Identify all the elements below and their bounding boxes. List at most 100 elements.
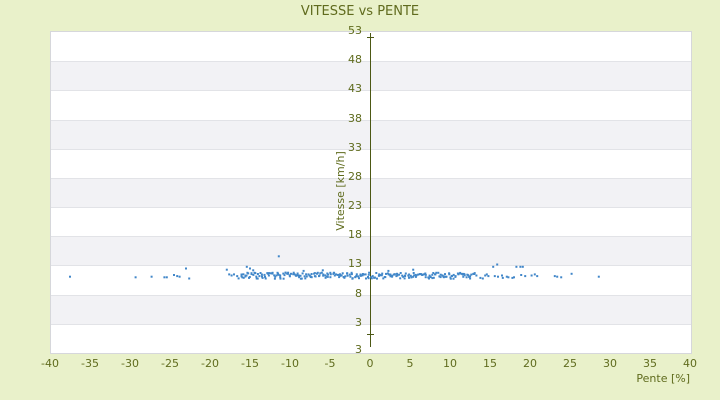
- scatter-point: [337, 273, 340, 276]
- scatter-point: [134, 276, 137, 279]
- scatter-point: [260, 273, 263, 276]
- scatter-point: [296, 272, 299, 275]
- scatter-point: [417, 273, 420, 276]
- scatter-point: [302, 269, 305, 272]
- scatter-point: [354, 276, 357, 279]
- scatter-point: [424, 276, 427, 279]
- scatter-point: [520, 274, 523, 276]
- scatter-point: [324, 276, 327, 279]
- chart-title: VITESSE vs PENTE: [300, 4, 420, 19]
- scatter-point: [457, 273, 460, 276]
- scatter-point: [473, 272, 476, 275]
- scatter-point: [449, 276, 452, 279]
- scatter-point: [247, 272, 250, 275]
- y-axis-bottom-label: 3: [355, 343, 362, 356]
- scatter-point: [303, 275, 306, 278]
- scatter-point: [479, 276, 482, 279]
- scatter-point: [513, 276, 515, 279]
- scatter-point: [501, 276, 504, 279]
- scatter-point: [484, 274, 487, 277]
- scatter-point: [452, 273, 455, 276]
- scatter-point: [350, 271, 353, 274]
- scatter-point: [375, 272, 378, 274]
- scatter-point: [403, 277, 406, 280]
- scatter-point: [368, 271, 371, 274]
- scatter-point: [355, 273, 358, 276]
- scatter-point: [348, 273, 351, 276]
- scatter-point: [487, 275, 490, 278]
- scatter-point: [382, 277, 385, 280]
- scatter-point: [408, 276, 410, 279]
- scatter-point: [409, 274, 412, 277]
- scatter-point: [597, 275, 600, 278]
- scatter-point: [533, 273, 536, 276]
- x-tick-label: -40: [41, 357, 59, 370]
- scatter-point: [536, 275, 539, 278]
- scatter-point: [321, 269, 324, 272]
- scatter-point: [423, 273, 426, 276]
- scatter-point: [379, 274, 381, 277]
- scatter-point: [322, 273, 325, 276]
- scatter-point: [393, 273, 396, 276]
- y-tick-label: 33: [348, 140, 362, 154]
- scatter-point: [313, 272, 316, 275]
- scatter-point: [269, 272, 272, 275]
- scatter-point: [163, 276, 166, 279]
- scatter-point: [496, 263, 499, 266]
- scatter-point: [404, 272, 407, 275]
- scatter-point: [408, 273, 411, 276]
- scatter-point: [346, 272, 349, 275]
- scatter-point: [428, 274, 431, 277]
- scatter-point: [438, 275, 441, 278]
- scatter-point: [355, 275, 358, 277]
- y-tick-label: 8: [355, 286, 362, 300]
- scatter-point: [349, 275, 352, 278]
- x-axis-title: Pente [%]: [636, 372, 690, 385]
- scatter-point: [252, 273, 255, 276]
- scatter-point: [359, 274, 362, 277]
- scatter-point: [150, 275, 153, 278]
- scatter-point: [318, 274, 321, 277]
- scatter-point: [274, 275, 277, 278]
- scatter-point: [387, 273, 390, 276]
- scatter-point: [481, 277, 484, 280]
- scatter-point: [560, 276, 563, 279]
- scatter-point: [371, 275, 374, 278]
- scatter-point: [245, 274, 248, 277]
- scatter-point: [391, 274, 394, 277]
- scatter-point: [389, 275, 392, 278]
- scatter-point: [248, 276, 251, 278]
- scatter-point: [370, 277, 373, 280]
- y-tick-label: 18: [348, 228, 362, 242]
- scatter-point: [173, 274, 175, 276]
- scatter-point: [326, 272, 329, 275]
- scatter-point: [469, 277, 472, 280]
- scatter-point: [396, 272, 398, 275]
- scatter-point: [346, 274, 349, 277]
- scatter-point: [256, 273, 259, 275]
- scatter-point: [424, 272, 427, 275]
- scatter-point: [380, 274, 383, 277]
- x-tick-label: 40: [683, 357, 697, 370]
- scatter-point: [428, 277, 430, 280]
- x-tick-label: 30: [603, 357, 617, 370]
- scatter-point: [230, 274, 233, 277]
- scatter-point: [412, 275, 415, 278]
- scatter-point: [236, 275, 239, 278]
- scatter-point: [435, 271, 438, 274]
- y-axis-title: Vitesse [km/h]: [334, 151, 347, 231]
- scatter-point: [401, 274, 404, 277]
- scatter-point: [316, 271, 319, 274]
- scatter-point: [458, 272, 461, 275]
- scatter-point: [485, 273, 488, 276]
- scatter-point: [399, 272, 402, 274]
- scatter-point: [264, 277, 267, 280]
- scatter-point: [367, 273, 370, 276]
- scatter-point: [241, 276, 244, 279]
- x-tick-label: 5: [406, 357, 414, 370]
- scatter-point: [320, 271, 323, 274]
- y-axis-line: [367, 33, 374, 347]
- scatter-point: [279, 274, 282, 277]
- scatter-point: [431, 277, 434, 280]
